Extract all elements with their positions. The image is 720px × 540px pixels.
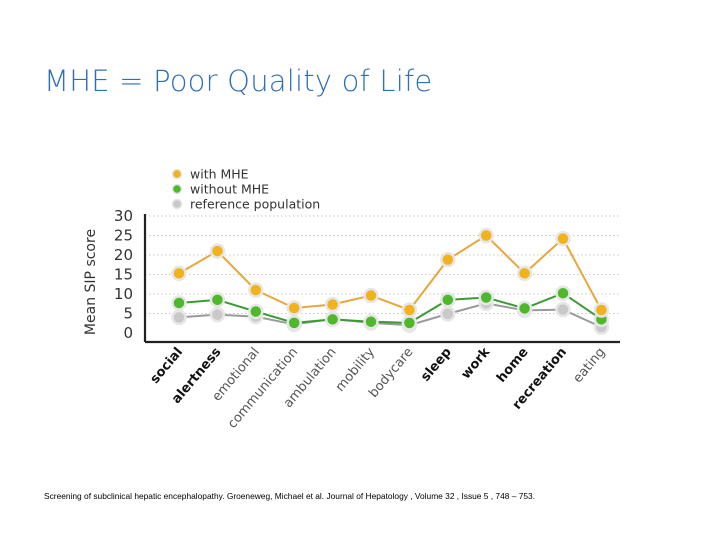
legend-marker-with-mhe: [171, 168, 183, 180]
point-without-mhe-alertness: [209, 292, 226, 308]
y-tick-label-5: 5: [123, 305, 133, 323]
citation-text: Screening of subclinical hepatic encepha…: [44, 491, 536, 501]
x-tick-label-work: work: [459, 345, 494, 382]
point-without-mhe-sleep: [440, 292, 456, 308]
legend-label-reference-population: reference population: [190, 197, 320, 212]
x-tick-label-eating: eating: [571, 345, 609, 386]
point-with-mhe-mobility: [363, 287, 379, 304]
point-without-mhe-recreation: [555, 285, 571, 301]
point-with-mhe-emotional: [248, 282, 264, 298]
legend-marker-reference-population: [171, 198, 183, 210]
x-tick-label-sleep: sleep: [418, 345, 455, 385]
x-tick-label-social: social: [148, 345, 187, 387]
point-without-mhe-work: [478, 289, 494, 306]
point-without-mhe-emotional: [248, 303, 264, 320]
x-tick-label-home: home: [494, 345, 532, 386]
y-tick-label-10: 10: [114, 285, 133, 303]
chart-gridlines: [145, 215, 620, 314]
point-with-mhe-social: [171, 265, 187, 282]
point-reference-population-recreation: [555, 301, 571, 318]
point-with-mhe-home: [516, 265, 533, 282]
point-without-mhe-communication: [286, 315, 302, 331]
chart-series: [171, 227, 610, 335]
chart-axes: [143, 214, 620, 344]
point-without-mhe-mobility: [363, 313, 379, 330]
point-reference-population-sleep: [440, 306, 456, 322]
y-tick-label-15: 15: [114, 266, 133, 284]
point-without-mhe-ambulation: [324, 311, 341, 328]
point-with-mhe-communication: [286, 300, 302, 316]
series-line-with-mhe: [178, 234, 603, 312]
y-tick-label-30: 30: [114, 207, 133, 225]
y-tick-label-20: 20: [114, 246, 133, 264]
point-reference-population-alertness: [209, 306, 226, 323]
series-line-without-mhe: [178, 292, 602, 324]
y-tick-label-0: 0: [123, 324, 133, 342]
x-tick-label-communication: communication: [225, 345, 301, 432]
x-tick-labels: socialalertnessemotionalcommunicationamb…: [148, 345, 609, 432]
point-with-mhe-bodycare: [401, 302, 418, 318]
point-with-mhe-sleep: [440, 251, 456, 268]
point-with-mhe-ambulation: [324, 296, 341, 313]
legend-label-with-mhe: with MHE: [190, 167, 249, 182]
point-without-mhe-social: [171, 295, 187, 311]
point-with-mhe-alertness: [209, 243, 226, 259]
point-reference-population-social: [171, 309, 187, 326]
y-axis-label: Mean SIP score: [83, 229, 99, 335]
legend-marker-without-mhe: [171, 183, 183, 195]
legend-label-without-mhe: without MHE: [190, 182, 269, 197]
point-with-mhe-eating: [593, 302, 610, 318]
point-without-mhe-bodycare: [401, 315, 418, 331]
slide-title: MHE = Poor Quality of Life: [44, 64, 433, 98]
point-with-mhe-work: [478, 227, 494, 244]
point-with-mhe-recreation: [555, 230, 571, 247]
y-tick-label-25: 25: [114, 227, 133, 245]
point-without-mhe-home: [516, 300, 533, 317]
